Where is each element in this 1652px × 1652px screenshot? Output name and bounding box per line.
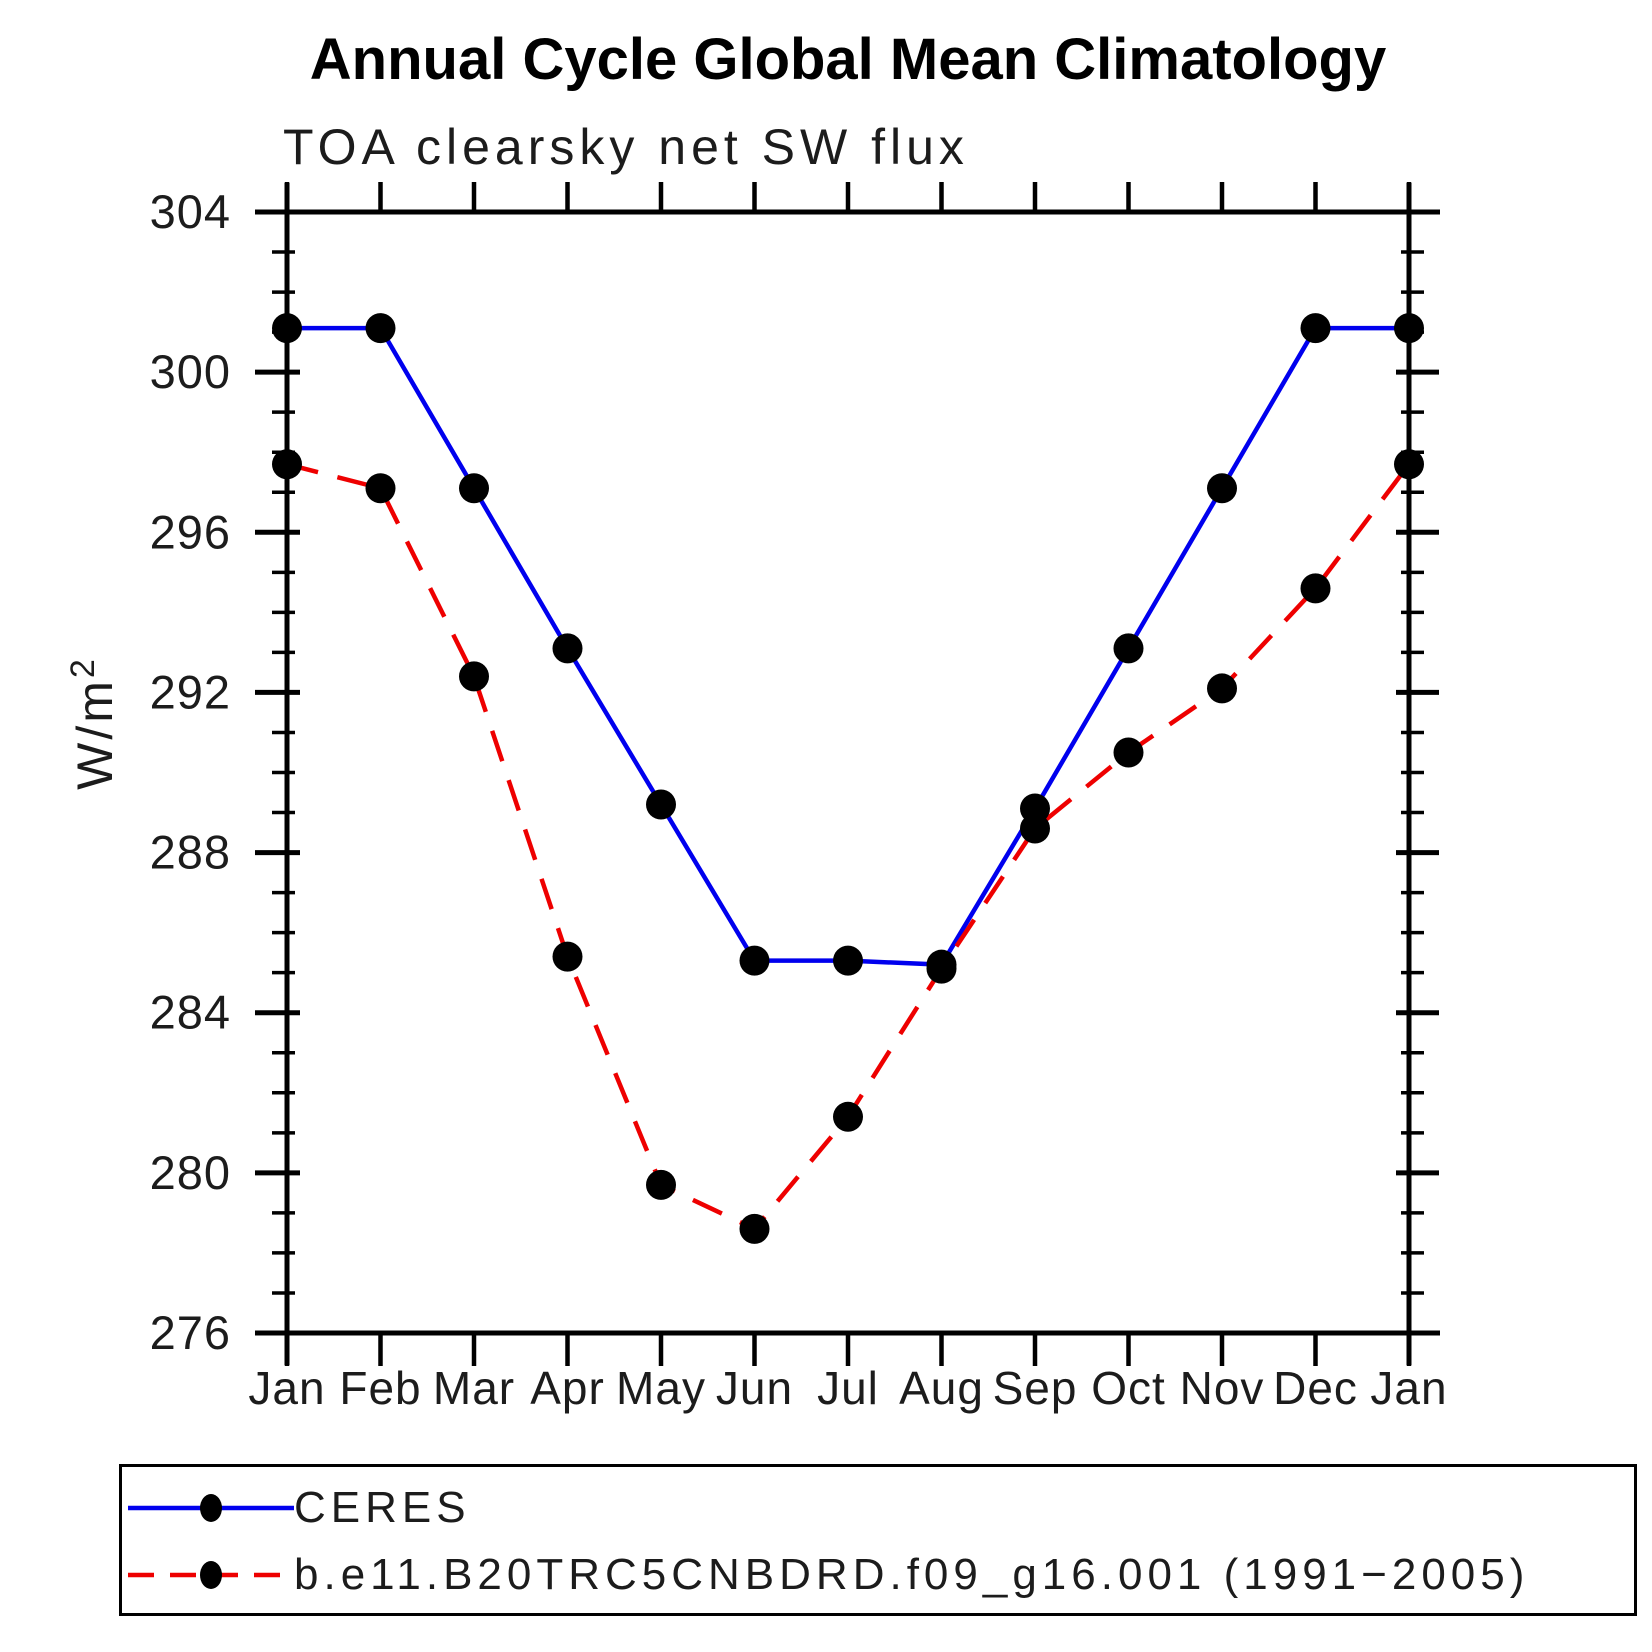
series-marker-0 [365, 313, 396, 344]
x-tick-label: Oct [1091, 1362, 1166, 1414]
series-marker-1 [365, 473, 396, 504]
series-marker-1 [1394, 449, 1424, 480]
legend-sample-marker [200, 1561, 222, 1589]
series-marker-0 [646, 789, 676, 820]
series-marker-1 [1113, 737, 1144, 768]
y-tick-label: 300 [150, 345, 231, 398]
y-tick-label: 288 [150, 826, 231, 879]
series-marker-1 [833, 1101, 863, 1132]
y-tick-label: 284 [150, 986, 231, 1039]
series-marker-1 [739, 1213, 770, 1244]
series-marker-0 [1394, 313, 1424, 344]
legend-label-ceres: CERES [294, 1483, 471, 1532]
y-tick-label: 280 [150, 1146, 231, 1199]
y-tick-label: 304 [150, 185, 231, 238]
x-tick-label: May [616, 1362, 706, 1414]
x-tick-label: Sep [993, 1362, 1078, 1414]
series-marker-0 [552, 633, 583, 664]
y-tick-label: 292 [150, 665, 231, 718]
series-marker-0 [1207, 473, 1237, 504]
x-tick-label: Aug [899, 1362, 984, 1414]
x-tick-label: Jun [716, 1362, 793, 1414]
legend-label-model: b.e11.B20TRC5CNBDRD.f09_g16.001 (1991−20… [294, 1550, 1530, 1599]
series-marker-1 [1020, 813, 1050, 844]
x-tick-label: Jan [1370, 1362, 1447, 1414]
x-tick-label: Jul [817, 1362, 879, 1414]
legend-line-sample-ceres [128, 1494, 294, 1522]
x-tick-label: Apr [530, 1362, 605, 1414]
series-marker-0 [272, 313, 302, 344]
x-tick-label: Nov [1180, 1362, 1265, 1414]
legend-line-sample-model [128, 1561, 294, 1589]
series-marker-0 [833, 945, 863, 976]
series-marker-1 [1300, 573, 1331, 604]
series-marker-1 [646, 1169, 676, 1200]
series-marker-0 [1113, 633, 1144, 664]
x-tick-label: Dec [1273, 1362, 1358, 1414]
legend-sample-marker [200, 1494, 222, 1522]
series-marker-0 [739, 945, 770, 976]
chart-title: Annual Cycle Global Mean Climatology [309, 27, 1387, 92]
y-tick-label: 296 [150, 505, 231, 558]
x-tick-label: Feb [339, 1362, 421, 1414]
x-tick-label: Jan [248, 1362, 325, 1414]
series-marker-1 [926, 953, 957, 984]
chart-subtitle: TOA clearsky net SW flux [283, 119, 969, 175]
series-marker-1 [1207, 673, 1237, 704]
series-marker-1 [459, 661, 489, 692]
series-marker-1 [552, 941, 583, 972]
series-marker-1 [272, 449, 302, 480]
legend: CERES b.e11.B20TRC5CNBDRD.f09_g16.001 (1… [119, 1464, 1637, 1616]
x-tick-label: Mar [433, 1362, 515, 1414]
series-line-0 [287, 325, 1409, 967]
series-marker-0 [459, 473, 489, 504]
series-marker-0 [1300, 313, 1331, 344]
y-tick-label: 276 [150, 1306, 231, 1359]
